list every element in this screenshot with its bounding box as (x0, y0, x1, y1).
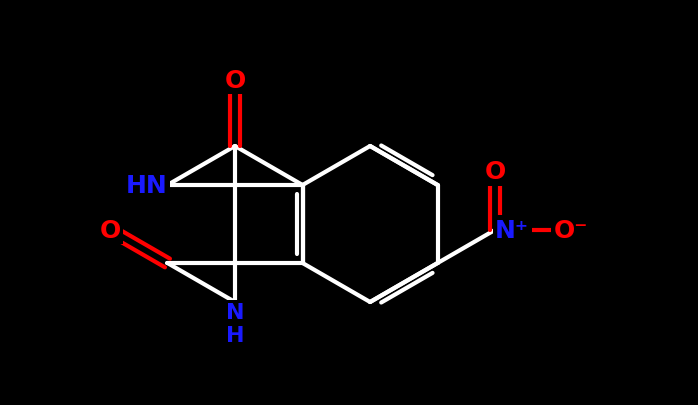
Text: O: O (99, 218, 121, 242)
Text: O: O (224, 68, 246, 92)
Text: N⁺: N⁺ (495, 218, 529, 242)
Text: HN: HN (126, 174, 168, 198)
Text: O⁻: O⁻ (554, 218, 588, 242)
Text: N
H: N H (225, 302, 244, 345)
Text: O: O (484, 160, 505, 184)
